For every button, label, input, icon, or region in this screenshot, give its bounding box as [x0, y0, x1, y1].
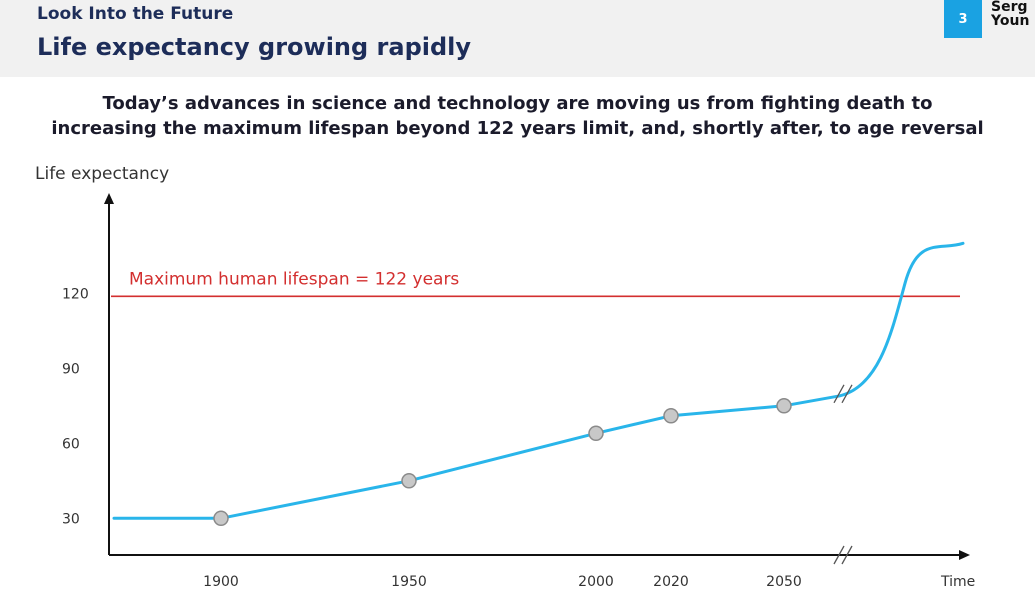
x-axis-break-mark: [833, 545, 853, 565]
y-tick-label: 60: [62, 436, 80, 452]
subtitle-line-1: Today’s advances in science and technolo…: [102, 93, 933, 114]
y-tick-label: 120: [62, 286, 89, 302]
y-tick-label: 90: [62, 361, 80, 377]
slide-eyebrow: Look Into the Future: [37, 4, 234, 24]
curve-break-mark: [833, 384, 853, 404]
logo-line-2: Youn: [991, 13, 1030, 28]
x-tick-label: 1950: [391, 574, 427, 590]
y-tick-label: 30: [62, 511, 80, 527]
x-axis-title: Time: [940, 574, 975, 590]
data-point: [776, 398, 792, 414]
data-point: [588, 425, 604, 442]
data-point: [213, 510, 229, 527]
y-axis-title: Life expectancy: [35, 164, 169, 184]
x-tick-label: 2000: [578, 574, 614, 590]
x-tick-label: 1900: [203, 574, 239, 590]
slide-subtitle: Today’s advances in science and technolo…: [0, 91, 1035, 141]
x-tick-label: 2020: [653, 574, 689, 590]
brand-logo: Serg Youn: [991, 0, 1035, 28]
max-lifespan-label: Maximum human lifespan = 122 years: [129, 269, 459, 289]
x-tick-label: 2050: [766, 574, 802, 590]
y-axis-arrow: [104, 193, 114, 204]
subtitle-line-2: increasing the maximum lifespan beyond 1…: [51, 118, 984, 139]
x-axis-arrow: [959, 550, 970, 560]
data-point: [401, 473, 417, 489]
life-expectancy-curve: [112, 241, 965, 520]
slide-title: Life expectancy growing rapidly: [37, 33, 472, 61]
data-point: [663, 408, 679, 424]
logo-line-1: Serg: [991, 0, 1028, 15]
slide-header: Look Into the Future Life expectancy gro…: [0, 0, 1035, 77]
page-number-badge: 3: [944, 0, 982, 38]
